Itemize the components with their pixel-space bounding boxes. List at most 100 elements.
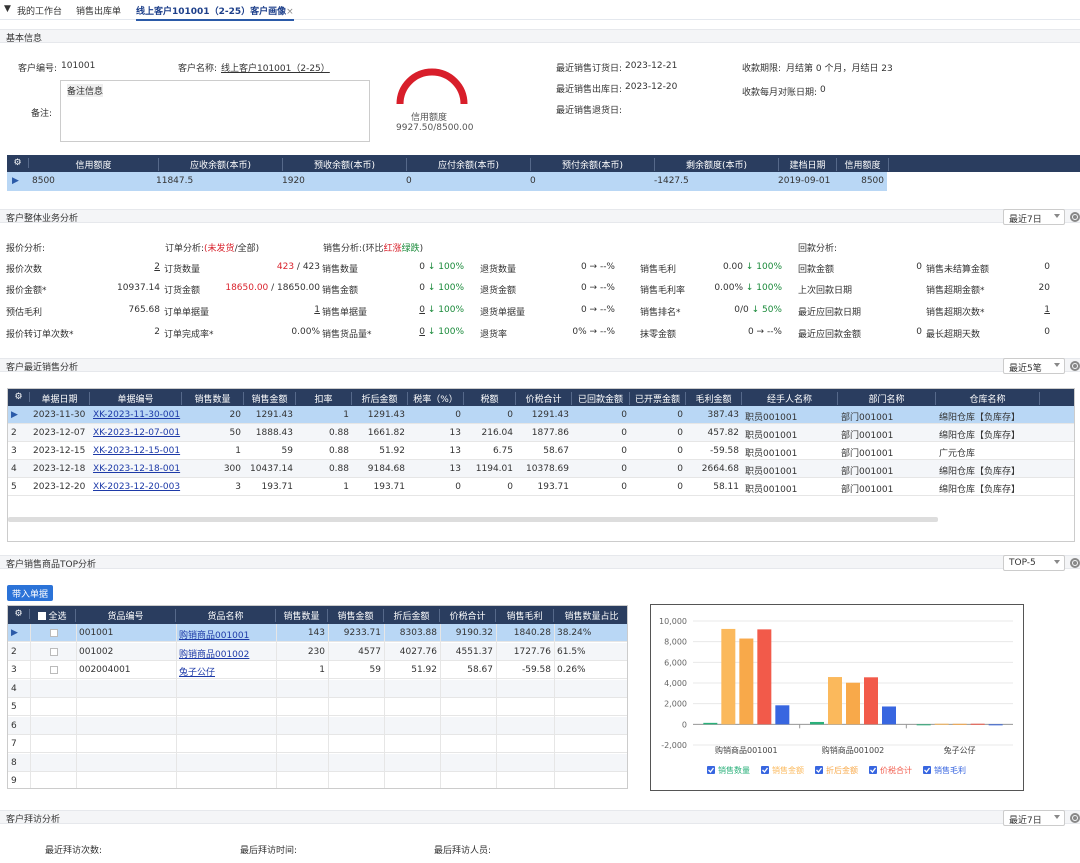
table-row[interactable]: 4 xyxy=(8,679,627,698)
bar[interactable] xyxy=(916,724,931,726)
bar[interactable] xyxy=(721,628,736,725)
quote-metric-value[interactable]: 2 xyxy=(154,262,160,272)
sales-metric-number[interactable]: 0 xyxy=(419,327,425,337)
cell: 1291.43 xyxy=(255,410,293,420)
order-metric-rest[interactable]: 1 xyxy=(314,305,320,315)
bar[interactable] xyxy=(828,677,842,725)
legend-checkbox[interactable] xyxy=(869,766,877,774)
overdue-metric-value[interactable]: 1 xyxy=(1044,305,1050,315)
customer-name-value[interactable]: 线上客户101001（2-25） xyxy=(221,64,330,74)
bar[interactable] xyxy=(810,721,824,725)
document-link[interactable]: XK-2023-12-07-001 xyxy=(93,428,181,438)
gear-icon[interactable]: ⚙ xyxy=(8,392,30,402)
cell: 001002 xyxy=(79,646,114,657)
document-link[interactable]: XK-2023-12-20-003 xyxy=(93,482,181,492)
bar[interactable] xyxy=(934,723,949,725)
bar[interactable] xyxy=(864,677,878,725)
product-link[interactable]: 购销商品001002 xyxy=(179,649,250,660)
menu-toggle-icon[interactable]: ▼ xyxy=(4,4,11,14)
x-tick-label: 购销商品001002 xyxy=(822,745,885,755)
legend-checkbox[interactable] xyxy=(707,766,715,774)
bar[interactable] xyxy=(757,629,772,725)
legend-label[interactable]: 折后金额 xyxy=(826,765,858,775)
legend-checkbox[interactable] xyxy=(761,766,769,774)
remark-textarea[interactable]: 备注信息 xyxy=(60,80,370,142)
table-row[interactable]: 7 xyxy=(8,735,627,753)
bar[interactable] xyxy=(703,722,718,725)
return-metric-label: 退货率 xyxy=(480,330,508,340)
document-link[interactable]: XK-2023-11-30-001 xyxy=(93,410,181,420)
legend-checkbox[interactable] xyxy=(923,766,931,774)
margin-metric-pct: 100% xyxy=(756,283,782,293)
return-metric-label: 退货数量 xyxy=(480,265,517,275)
product-link[interactable]: 兔子公仔 xyxy=(179,668,216,678)
header-cell: 销售毛利 xyxy=(496,609,554,622)
visit-gear-icon[interactable] xyxy=(1070,813,1080,823)
margin-metric-label: 销售排名* xyxy=(640,308,681,318)
recent-period-select[interactable]: 最近5笔 xyxy=(1003,358,1065,374)
table-row[interactable]: 5 xyxy=(8,698,627,716)
bar[interactable] xyxy=(846,682,860,725)
legend-label[interactable]: 销售毛利 xyxy=(934,765,966,775)
horizontal-scrollbar[interactable] xyxy=(8,517,938,522)
checkbox-icon[interactable] xyxy=(38,612,47,620)
top-gear-icon[interactable] xyxy=(1070,558,1080,568)
bar[interactable] xyxy=(882,706,896,725)
customer-code-value: 101001 xyxy=(61,61,96,71)
bar[interactable] xyxy=(952,723,967,725)
gear-icon[interactable]: ⚙ xyxy=(8,609,30,619)
top-period-select[interactable]: TOP-5 xyxy=(1003,555,1065,571)
cell: 1 xyxy=(343,410,349,420)
visit-period-select[interactable]: 最近7日 xyxy=(1003,810,1065,826)
legend-label[interactable]: 价税合计 xyxy=(880,765,912,775)
bar[interactable] xyxy=(988,724,1003,726)
gear-icon[interactable]: ⚙ xyxy=(7,158,29,168)
order-metric-rest: / 423 xyxy=(294,262,320,272)
cell: 部门001001 xyxy=(841,431,894,441)
table-row[interactable]: 3 002004001 兔子公仔 1 59 51.92 58.67 -59.58 0.26% xyxy=(8,661,627,679)
select-value: 最近7日 xyxy=(1009,215,1042,225)
biz-gear-icon[interactable] xyxy=(1070,212,1080,222)
legend-checkbox[interactable] xyxy=(815,766,823,774)
document-link[interactable]: XK-2023-12-15-001 xyxy=(93,446,181,456)
biz-period-select[interactable]: 最近7日 xyxy=(1003,209,1065,225)
table-row[interactable]: ▶ 2023-11-30 XK-2023-11-30-001 20 1291.43 1 12… xyxy=(8,406,1074,424)
table-row[interactable]: 2 001002 购销商品001002 230 4577 4027.76 4551.37 17… xyxy=(8,642,627,661)
document-link[interactable]: XK-2023-12-18-001 xyxy=(93,464,181,474)
sales-metric-number[interactable]: 0 xyxy=(419,305,425,315)
credit-table-row[interactable]: ▶ 8500 11847.5 1920 0 0 -1427.5 2019-09-… xyxy=(7,172,887,191)
table-row[interactable]: 2 2023-12-07 XK-2023-12-07-001 50 1888.43 0.8… xyxy=(8,424,1074,442)
cell: 广元仓库 xyxy=(939,449,976,459)
table-row[interactable]: 3 2023-12-15 XK-2023-12-15-001 1 59 0.88 51.92… xyxy=(8,442,1074,460)
tab-customer-portrait[interactable]: 线上客户101001（2-25）客户画像× xyxy=(136,4,294,21)
table-row[interactable]: 9 xyxy=(8,772,627,788)
sales-title: 销售分析:(环比红涨绿跌) xyxy=(323,241,423,254)
remark-label: 备注: xyxy=(31,109,53,119)
select-all[interactable]: 全选 xyxy=(30,609,76,622)
bar[interactable] xyxy=(775,705,790,725)
legend-label[interactable]: 销售金额 xyxy=(772,765,804,775)
recent-gear-icon[interactable] xyxy=(1070,361,1080,371)
tab-sales-outbound[interactable]: 销售出库单 xyxy=(76,7,122,17)
bar[interactable] xyxy=(739,638,754,725)
close-icon[interactable]: × xyxy=(286,7,294,17)
table-row[interactable]: 4 2023-12-18 XK-2023-12-18-001 300 10437.14 0… xyxy=(8,460,1074,478)
row-checkbox[interactable] xyxy=(50,666,58,674)
sales-metric-label: 销售数量 xyxy=(322,265,359,275)
table-row[interactable]: 5 2023-12-20 XK-2023-12-20-003 3 193.71 1 193.… xyxy=(8,478,1074,496)
section-title: 客户销售商品TOP分析 xyxy=(6,560,97,570)
row-checkbox[interactable] xyxy=(50,629,58,637)
legend-label[interactable]: 销售数量 xyxy=(718,765,750,775)
return-metric-value: 0 → --% xyxy=(580,283,615,293)
table-row[interactable]: 8 xyxy=(8,753,627,772)
monthly-day-value: 0 xyxy=(820,85,826,95)
import-button[interactable]: 带入单据 xyxy=(7,585,53,601)
table-row[interactable]: 6 xyxy=(8,716,627,735)
table-row[interactable]: ▶ 001001 购销商品001001 143 9233.71 8303.88 9190.3… xyxy=(8,624,627,642)
product-link[interactable]: 购销商品001001 xyxy=(179,631,250,641)
bar[interactable] xyxy=(970,723,985,725)
cell: 8500 xyxy=(32,176,55,186)
section-title: 客户整体业务分析 xyxy=(6,214,79,224)
row-checkbox[interactable] xyxy=(50,647,58,656)
tab-workbench[interactable]: 我的工作台 xyxy=(17,7,63,17)
